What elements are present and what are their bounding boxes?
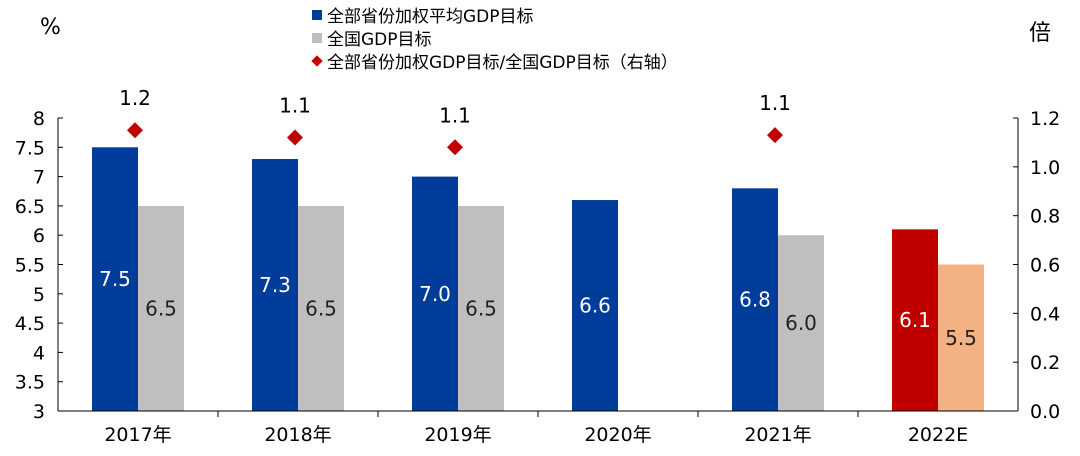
right-tick-label: 0.8 (1030, 206, 1060, 228)
left-axis: 3 3.5 4 4.5 5 5.5 6 6.5 7 7.5 8 (15, 108, 63, 423)
ratio-diamond-marker (127, 122, 143, 139)
right-tick-label: 1.2 (1030, 108, 1060, 130)
bar-province-avg (252, 159, 298, 411)
left-tick-label: 7.5 (15, 137, 45, 159)
bar-value-label: 6.5 (145, 296, 177, 320)
x-tick-label: 2019年 (424, 424, 491, 446)
left-tick-label: 4 (33, 342, 45, 364)
x-tick-label: 2017年 (104, 424, 171, 446)
bar-province-avg (732, 188, 778, 411)
x-tick-label: 2022E (908, 424, 968, 446)
x-tick-label: 2020年 (584, 424, 651, 446)
bar-value-label: 5.5 (945, 326, 977, 350)
right-axis: 0.0 0.2 0.4 0.6 0.8 1.0 1.2 (1013, 108, 1060, 423)
left-tick-label: 3.5 (15, 372, 45, 394)
left-tick-label: 7 (33, 167, 45, 189)
left-tick-label: 8 (33, 108, 45, 130)
bar-national (938, 264, 984, 411)
legend-swatch-blue (312, 9, 322, 20)
bar-province-avg (572, 200, 618, 411)
bar-value-label: 6.0 (785, 311, 817, 335)
bar-national (138, 205, 184, 411)
legend-item-ratio: 全部省份加权GDP目标/全国GDP目标（右轴） (311, 49, 678, 73)
bar-value-label: 6.1 (899, 308, 931, 332)
bar-value-label: 6.5 (465, 296, 497, 320)
legend-label: 全部省份加权平均GDP目标 (327, 7, 534, 27)
bar-national (298, 205, 344, 411)
legend-item-national: 全国GDP目标 (312, 26, 678, 50)
right-tick-label: 0.4 (1030, 303, 1060, 325)
x-tick-label: 2018年 (264, 424, 331, 446)
ratio-diamond-marker (767, 127, 783, 144)
ratio-diamond-marker (447, 139, 463, 156)
bar-value-label: 6.6 (579, 294, 611, 318)
legend-label: 全部省份加权GDP目标/全国GDP目标（右轴） (327, 53, 678, 73)
bar-national (778, 235, 824, 411)
legend-item-province-avg: 全部省份加权平均GDP目标 (312, 3, 678, 27)
left-tick-label: 5 (33, 284, 45, 306)
left-tick-label: 6 (33, 225, 45, 247)
left-tick-label: 3 (33, 401, 45, 423)
bar-province-avg (892, 229, 938, 411)
x-axis: 2017年 2018年 2019年 2020年 2021年 2022E (58, 410, 1018, 446)
right-tick-label: 1.0 (1030, 157, 1060, 179)
right-axis-unit: 倍 (1029, 21, 1052, 46)
bar-province-avg (412, 176, 458, 411)
legend: 全部省份加权平均GDP目标 全国GDP目标 全部省份加权GDP目标/全国GDP目… (311, 3, 678, 73)
right-tick-label: 0.6 (1030, 255, 1060, 277)
bar-value-label: 6.8 (739, 288, 771, 312)
ratio-markers-layer: 1.2 1.1 1.1 1.1 (119, 86, 791, 156)
right-tick-label: 0.2 (1030, 352, 1060, 374)
right-tick-label: 0.0 (1030, 401, 1060, 423)
bar-province-avg (92, 147, 138, 412)
legend-label: 全国GDP目标 (327, 30, 432, 50)
bar-national (458, 205, 504, 411)
bar-value-label: 7.5 (99, 267, 131, 291)
ratio-value-label: 1.1 (759, 91, 791, 115)
legend-diamond-icon (311, 54, 323, 67)
legend-swatch-gray (312, 32, 322, 43)
left-tick-label: 5.5 (15, 255, 45, 277)
ratio-value-label: 1.1 (279, 94, 311, 118)
x-tick-label: 2021年 (744, 424, 811, 446)
left-axis-unit: % (40, 15, 61, 40)
bars-layer: 7.5 6.5 7.3 6.5 7.0 6.5 6.6 6.8 6.0 6.1 5.5 (92, 147, 984, 412)
bar-value-label: 7.0 (419, 282, 451, 306)
ratio-diamond-marker (287, 129, 303, 146)
left-tick-label: 6.5 (15, 196, 45, 218)
bar-value-label: 7.3 (259, 273, 291, 297)
left-tick-label: 4.5 (15, 313, 45, 335)
bar-value-label: 6.5 (305, 296, 337, 320)
ratio-value-label: 1.2 (119, 86, 151, 110)
ratio-value-label: 1.1 (439, 103, 471, 127)
